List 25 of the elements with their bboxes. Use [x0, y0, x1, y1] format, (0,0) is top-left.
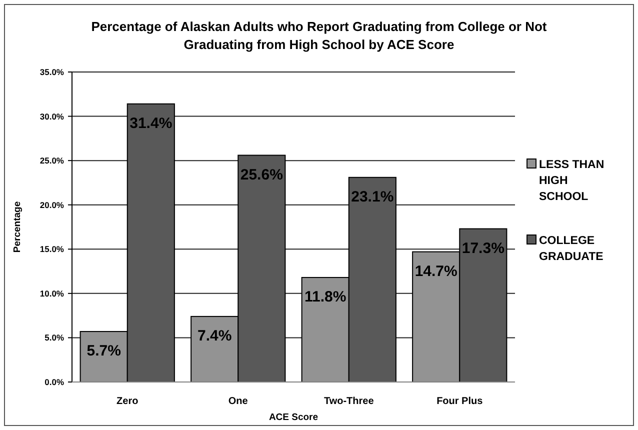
x-tick-label: Zero: [116, 396, 138, 407]
legend-label: COLLEGE GRADUATE: [539, 235, 604, 263]
y-tick-label: 20.0%: [40, 200, 64, 210]
data-label: 14.7%: [414, 262, 458, 280]
y-tick-label: 25.0%: [40, 156, 64, 166]
y-tick-label: 30.0%: [40, 111, 64, 122]
data-label: 23.1%: [351, 188, 394, 206]
data-label: 11.8%: [304, 288, 346, 306]
y-tick-label: 0.0%: [44, 376, 64, 387]
x-tick-label: One: [228, 396, 248, 407]
data-label: 17.3%: [462, 240, 504, 257]
y-tick-label: 35.0%: [40, 66, 64, 77]
x-tick-label: Two-Three: [324, 396, 374, 407]
y-tick-label: 10.0%: [40, 288, 64, 298]
y-tick-label: 5.0%: [44, 332, 64, 343]
data-label: 5.7%: [86, 342, 121, 360]
data-label: 7.4%: [197, 327, 232, 344]
y-tick-label: 15.0%: [40, 244, 64, 254]
chart-title: Percentage of Alaskan Adults who Report Graduating from College or Not Graduating from High School by ACE Score: [91, 19, 548, 52]
x-tick-label: Four Plus: [436, 396, 484, 407]
data-label: 25.6%: [240, 166, 283, 184]
y-axis-title: Percentage: [12, 201, 23, 253]
x-axis-title: ACE Score: [268, 412, 318, 423]
legend-label: LESS THAN HIGH SCHOOL: [539, 159, 604, 203]
data-label: 31.4%: [130, 114, 172, 132]
